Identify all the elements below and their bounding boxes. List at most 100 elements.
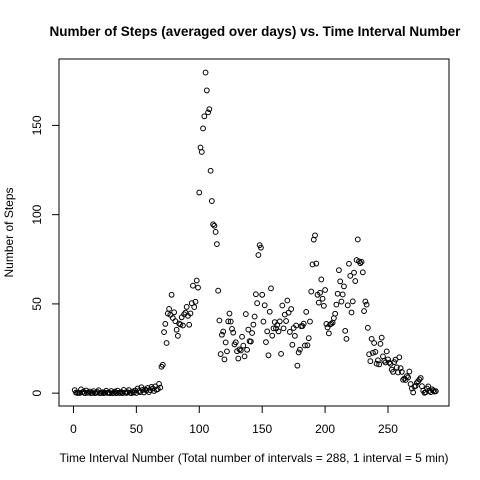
x-axis: 0 50 100 150 200 250 [70,405,398,436]
data-point [376,361,383,368]
data-point [341,283,347,290]
data-points [71,69,439,397]
data-point [258,244,264,251]
data-point [395,369,401,376]
data-point [225,318,232,325]
data-point [412,383,419,389]
data-point [224,348,230,355]
data-point [217,351,224,357]
data-point [206,106,213,113]
data-point [367,358,374,365]
data-point [373,360,380,367]
data-point [236,346,243,353]
data-point [348,309,355,316]
data-point [396,354,403,361]
data-point [291,332,298,339]
y-tick-label: 150 [30,115,44,135]
data-point [202,69,209,76]
data-point [371,340,378,346]
data-point [229,325,235,332]
data-point [319,295,326,302]
data-point [378,334,385,341]
data-point [264,328,271,335]
x-tick-label: 100 [189,422,209,436]
data-point [180,322,186,329]
data-point [364,324,371,331]
data-point [174,332,181,339]
data-point [320,302,327,309]
data-point [268,285,274,292]
data-point [318,276,325,283]
data-point [317,289,323,296]
data-point [168,291,175,298]
data-point [222,339,229,346]
data-point [416,376,423,383]
data-point [240,342,247,349]
data-point [237,347,244,354]
data-point [208,198,215,204]
data-point [200,125,206,132]
data-point [357,260,364,267]
data-point [338,298,345,305]
plot-area [58,58,450,407]
data-point [192,298,199,305]
data-point [405,374,412,381]
data-point [241,353,248,360]
data-point [294,362,301,369]
data-point [377,340,384,347]
data-point [383,348,390,355]
data-point [342,327,349,334]
data-point [300,320,307,327]
data-point [332,310,339,317]
x-tick-label: 50 [130,422,144,436]
data-point [308,288,315,295]
data-point [328,320,335,327]
data-point [349,298,356,305]
data-point [337,278,344,285]
data-point [215,287,222,294]
data-point [278,350,284,357]
data-point [280,325,287,332]
data-point [227,318,234,325]
data-point [406,368,413,375]
data-point [190,282,196,289]
data-point [297,346,303,353]
data-point [315,299,322,306]
data-point [269,332,276,339]
data-point [195,284,201,291]
data-point [288,306,295,312]
data-point [430,387,437,394]
data-point [385,356,391,363]
data-point [398,369,405,375]
data-point [230,329,237,336]
data-point [305,335,312,342]
x-axis-label: Time Interval Number (Total number of in… [59,451,448,465]
data-point [260,318,267,325]
data-point [254,300,261,307]
data-point [187,310,194,317]
data-point [210,221,217,228]
data-point [363,301,370,308]
data-point [270,325,277,332]
chart-title: Number of Steps (averaged over days) vs.… [50,24,462,39]
data-point [397,365,404,372]
data-point [221,356,228,363]
x-tick-label: 250 [378,422,398,436]
data-point [148,384,155,390]
data-point [251,313,258,320]
data-point [156,380,162,387]
data-point [346,260,352,267]
data-point [400,376,406,383]
data-point [252,291,259,298]
data-point [286,329,293,335]
data-point [263,339,269,346]
data-point [183,304,190,310]
y-tick-label: 100 [30,204,44,224]
data-point [81,390,88,397]
data-point [161,329,167,336]
data-point [171,309,178,316]
data-point [361,308,367,314]
data-point [259,291,266,298]
data-point [196,189,203,196]
